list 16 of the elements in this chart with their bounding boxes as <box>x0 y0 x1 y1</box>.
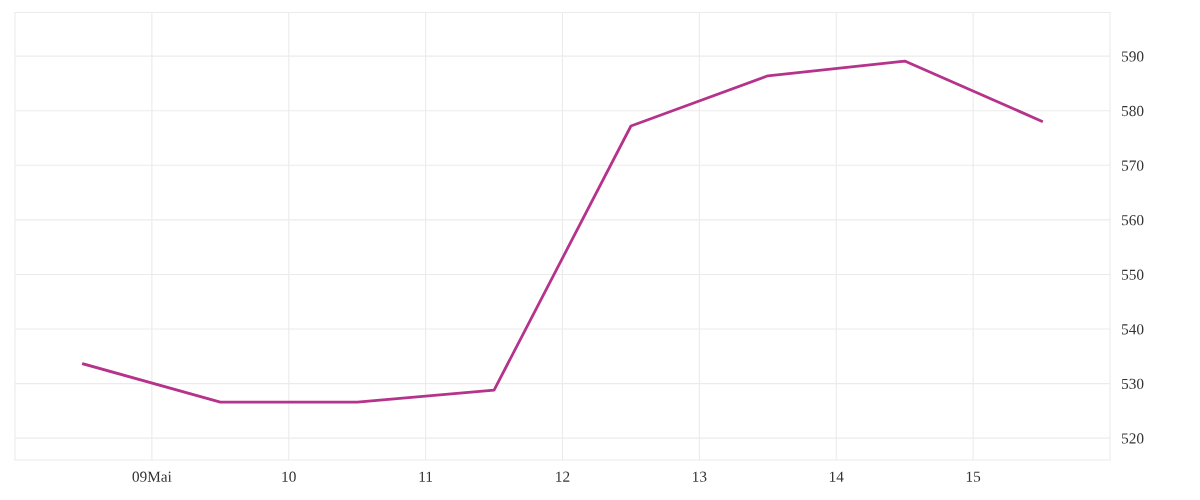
x-tick-label: 15 <box>966 471 981 482</box>
x-tick-label: 12 <box>556 471 570 482</box>
x-tick-label: 13 <box>693 471 707 482</box>
x-tick-label: 09Mai <box>132 471 172 482</box>
y-tick-label: 520 <box>1122 433 1144 444</box>
x-tick-label: 14 <box>829 471 844 482</box>
x-tick-label: 11 <box>419 471 433 482</box>
y-tick-label: 560 <box>1122 215 1144 226</box>
y-tick-label: 580 <box>1122 105 1144 117</box>
y-tick-label: 550 <box>1122 269 1144 280</box>
y-tick-label: 530 <box>1122 378 1144 390</box>
y-tick-label: 540 <box>1122 324 1144 335</box>
x-tick-label: 10 <box>282 471 296 482</box>
y-tick-label: 570 <box>1122 160 1144 171</box>
y-tick-label: 590 <box>1122 51 1144 62</box>
line-series <box>82 59 1043 404</box>
